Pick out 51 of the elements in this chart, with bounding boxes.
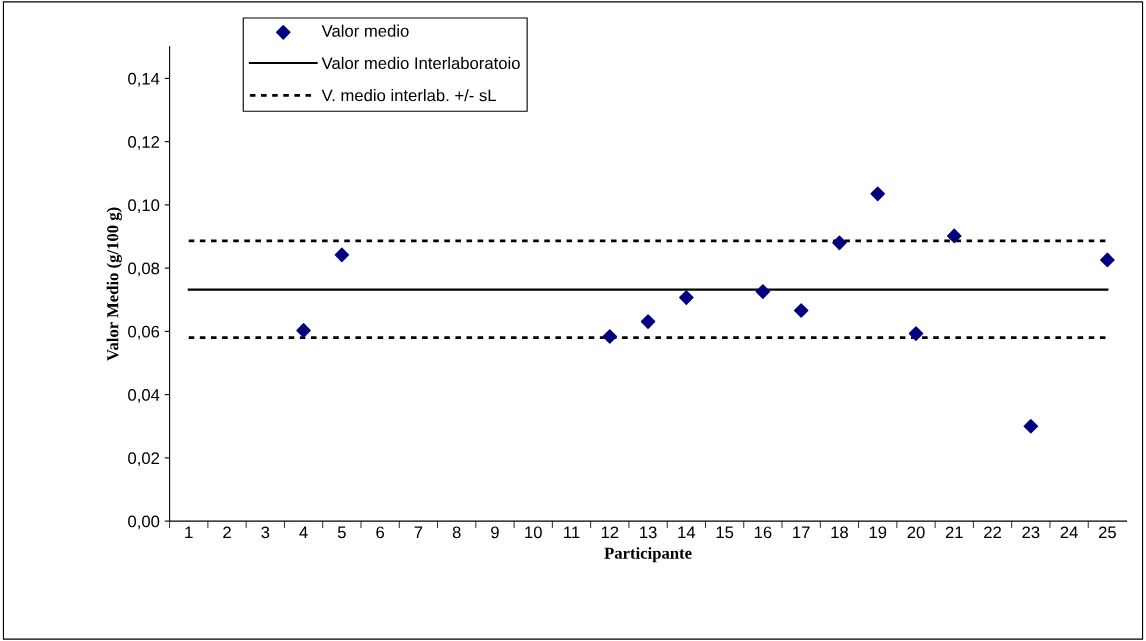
y-tick-label: 0,08 — [128, 262, 160, 277]
point — [793, 303, 809, 318]
legend-label: Valor medio Interlaboratoio — [321, 56, 520, 70]
x-tick-label: 5 — [337, 526, 346, 539]
x-tick-label: 21 — [945, 526, 963, 539]
x-tick-label: 6 — [376, 526, 385, 539]
x-tick-label: 24 — [1060, 526, 1078, 539]
point — [870, 186, 886, 202]
legend-label: Valor medio — [321, 24, 409, 37]
point — [679, 290, 694, 305]
x-tick-label: 4 — [299, 526, 308, 539]
x-tick-label: 25 — [1098, 526, 1116, 539]
point — [1100, 252, 1115, 268]
x-tick-label: 13 — [640, 526, 657, 539]
point — [1023, 418, 1039, 434]
point — [334, 247, 350, 263]
x-tick-label: 23 — [1022, 526, 1040, 539]
x-tick-label: 16 — [754, 526, 772, 539]
x-tick-label: 8 — [452, 526, 461, 539]
x-tick-label: 14 — [678, 526, 696, 539]
y-tick-label: 0,02 — [128, 452, 160, 467]
x-tick-label: 1 — [185, 526, 193, 539]
x-axis-title: Participante — [604, 547, 692, 563]
x-tick-label: 18 — [831, 526, 848, 539]
x-tick-label: 11 — [564, 526, 580, 539]
x-tick-label: 15 — [716, 526, 734, 539]
x-tick-label: 2 — [223, 526, 231, 539]
x-tick-label: 17 — [793, 526, 810, 539]
point — [640, 314, 656, 329]
x-tick-label: 9 — [491, 526, 499, 539]
y-tick-label: 0,10 — [128, 199, 160, 214]
x-tick-label: 7 — [414, 526, 423, 539]
y-axis-title: Valor Medio (g/100 g) — [106, 207, 122, 361]
point — [832, 235, 847, 251]
legend-label: V. medio interlab. +/- sL — [321, 89, 496, 102]
y-tick-label: 0,00 — [128, 515, 160, 530]
y-tick-label: 0,14 — [128, 72, 160, 87]
x-tick-label: 12 — [601, 526, 619, 539]
y-tick-label: 0,12 — [128, 136, 160, 150]
x-tick-label: 10 — [525, 526, 542, 539]
x-tick-label: 20 — [907, 526, 925, 539]
y-tick-label: 0,04 — [128, 389, 160, 403]
y-tick-label: 0,06 — [128, 325, 160, 340]
point — [755, 284, 771, 299]
x-tick-label: 3 — [261, 526, 270, 539]
x-tick-label: 22 — [984, 526, 1001, 539]
point — [908, 326, 924, 341]
point — [602, 329, 618, 344]
x-tick-label: 19 — [869, 526, 887, 539]
point — [296, 323, 311, 338]
point — [946, 228, 962, 244]
